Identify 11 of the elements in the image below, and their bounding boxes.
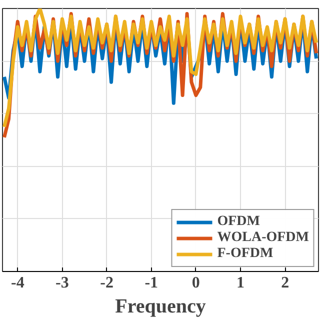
legend-label: OFDM: [217, 214, 260, 230]
legend-label: F-OFDM: [217, 246, 274, 262]
x-axis-title: Frequency: [115, 296, 206, 318]
x-tick-label: 2: [281, 274, 290, 292]
x-tick-label: -2: [100, 274, 114, 292]
x-tick-label: -4: [10, 274, 24, 292]
legend-label: WOLA-OFDM: [217, 230, 309, 246]
x-tick-label: -1: [144, 274, 158, 292]
x-tick-label: -3: [56, 274, 69, 292]
x-tick-label: 1: [236, 274, 245, 292]
x-tick-label: 0: [192, 274, 200, 292]
